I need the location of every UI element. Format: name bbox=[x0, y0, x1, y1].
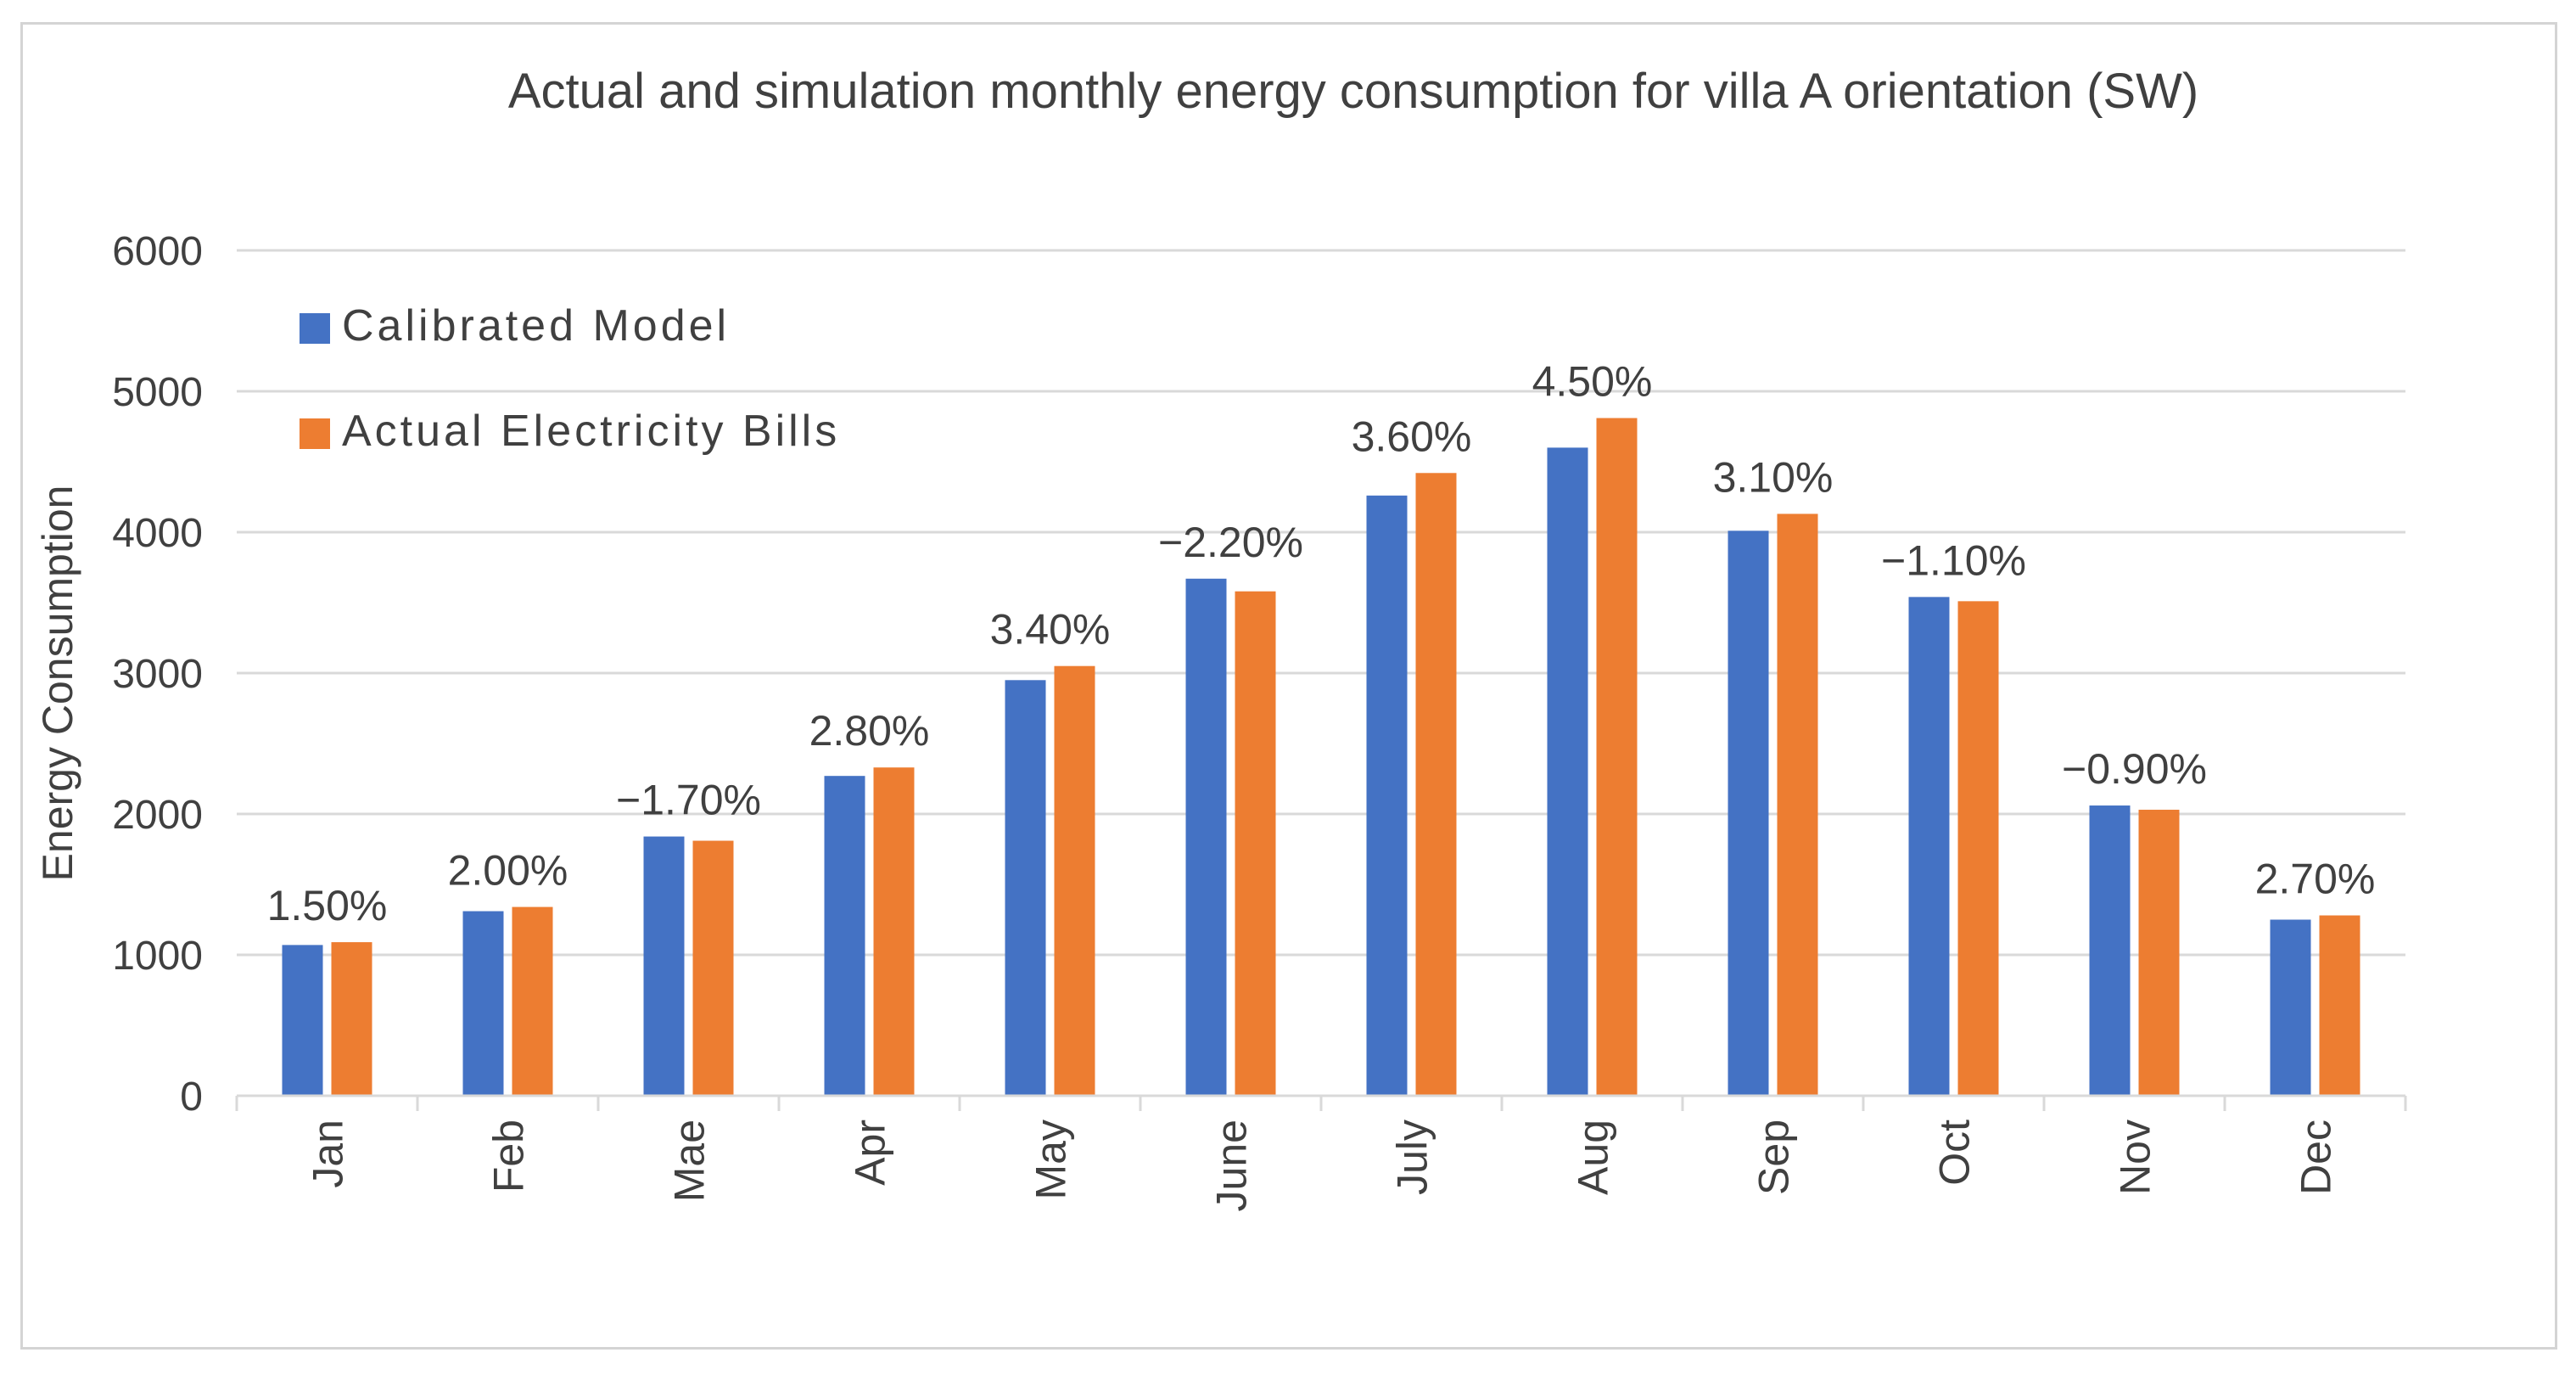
data-label: 2.70% bbox=[2255, 856, 2376, 903]
chart-frame: Actual and simulation monthly energy con… bbox=[20, 22, 2557, 1350]
y-tick-label: 3000 bbox=[112, 652, 203, 697]
bar-actual-electricity-bills-dec bbox=[2319, 915, 2360, 1096]
bar-calibrated-model-mae bbox=[643, 836, 685, 1096]
x-tick-label: Sep bbox=[1750, 1120, 1798, 1195]
bar-actual-electricity-bills-nov bbox=[2138, 810, 2180, 1096]
bar-actual-electricity-bills-june bbox=[1235, 591, 1276, 1096]
bar-actual-electricity-bills-may bbox=[1054, 665, 1095, 1096]
data-label: 2.00% bbox=[448, 847, 568, 895]
bar-actual-electricity-bills-july bbox=[1415, 473, 1457, 1096]
bar-calibrated-model-may bbox=[1005, 680, 1046, 1096]
bars bbox=[282, 418, 2360, 1096]
legend: Calibrated Model Actual Electricity Bills bbox=[300, 301, 840, 456]
bar-calibrated-model-jan bbox=[282, 945, 323, 1096]
x-tick-label: Jan bbox=[305, 1120, 352, 1188]
y-tick-label: 4000 bbox=[112, 511, 203, 556]
data-label: 3.40% bbox=[990, 606, 1111, 654]
bar-calibrated-model-dec bbox=[2270, 919, 2311, 1096]
x-axis: Jan Feb Mae Apr May June July Aug Sep Oct Nov Dec bbox=[235, 1094, 2407, 1211]
y-tick-label: 6000 bbox=[112, 229, 203, 274]
y-axis-ticks: 0 1000 2000 3000 4000 5000 6000 bbox=[112, 229, 203, 1120]
data-label: 3.10% bbox=[1713, 453, 1834, 501]
bar-actual-electricity-bills-feb bbox=[512, 906, 553, 1096]
bar-calibrated-model-feb bbox=[462, 911, 504, 1096]
y-axis-label: Energy Consumption bbox=[34, 485, 81, 882]
y-tick-label: 0 bbox=[180, 1075, 203, 1120]
y-tick-label: 1000 bbox=[112, 934, 203, 979]
data-label: −2.20% bbox=[1158, 519, 1303, 566]
data-label: 3.60% bbox=[1352, 412, 1472, 460]
bar-calibrated-model-apr bbox=[824, 776, 865, 1096]
x-tick-label: Nov bbox=[2112, 1120, 2159, 1195]
x-tick-label: Dec bbox=[2293, 1120, 2340, 1195]
bar-actual-electricity-bills-apr bbox=[873, 767, 915, 1096]
legend-swatch bbox=[300, 418, 330, 449]
bar-calibrated-model-sep bbox=[1728, 530, 1769, 1096]
chart: Actual and simulation monthly energy con… bbox=[34, 64, 2407, 1211]
legend-label: Calibrated Model bbox=[342, 301, 730, 351]
data-labels: 1.50% 2.00% −1.70% 2.80% 3.40% −2.20% 3.60% 4.5… bbox=[267, 358, 2376, 930]
legend-label: Actual Electricity Bills bbox=[342, 407, 840, 456]
bar-calibrated-model-aug bbox=[1547, 447, 1588, 1096]
gridlines bbox=[237, 249, 2405, 957]
x-tick-label: May bbox=[1028, 1120, 1075, 1199]
data-label: 1.50% bbox=[267, 882, 388, 929]
data-label: 4.50% bbox=[1532, 358, 1653, 406]
x-tick-label: June bbox=[1208, 1120, 1256, 1211]
data-label: −1.10% bbox=[1881, 536, 2026, 584]
y-tick-label: 5000 bbox=[112, 370, 203, 415]
bar-calibrated-model-nov bbox=[2089, 805, 2131, 1096]
bar-calibrated-model-june bbox=[1185, 578, 1227, 1096]
bar-calibrated-model-july bbox=[1366, 495, 1408, 1096]
x-tick-label: Feb bbox=[485, 1120, 533, 1193]
x-tick-label: Oct bbox=[1931, 1120, 1979, 1186]
bar-actual-electricity-bills-jan bbox=[331, 942, 372, 1096]
x-tick-label: July bbox=[1389, 1120, 1436, 1195]
bar-calibrated-model-oct bbox=[1908, 597, 1950, 1096]
bar-actual-electricity-bills-sep bbox=[1777, 514, 1818, 1096]
data-label: 2.80% bbox=[809, 707, 930, 755]
x-tick-label: Apr bbox=[847, 1120, 894, 1186]
y-tick-label: 2000 bbox=[112, 793, 203, 838]
x-tick-label: Mae bbox=[666, 1120, 714, 1202]
legend-swatch bbox=[300, 313, 330, 344]
data-label: −0.90% bbox=[2062, 745, 2207, 793]
x-tick-label: Aug bbox=[1570, 1120, 1617, 1195]
chart-title: Actual and simulation monthly energy con… bbox=[508, 64, 2198, 119]
bar-actual-electricity-bills-aug bbox=[1596, 418, 1638, 1096]
data-label: −1.70% bbox=[616, 777, 761, 824]
bar-actual-electricity-bills-oct bbox=[1957, 601, 1999, 1096]
bar-actual-electricity-bills-mae bbox=[692, 840, 734, 1096]
